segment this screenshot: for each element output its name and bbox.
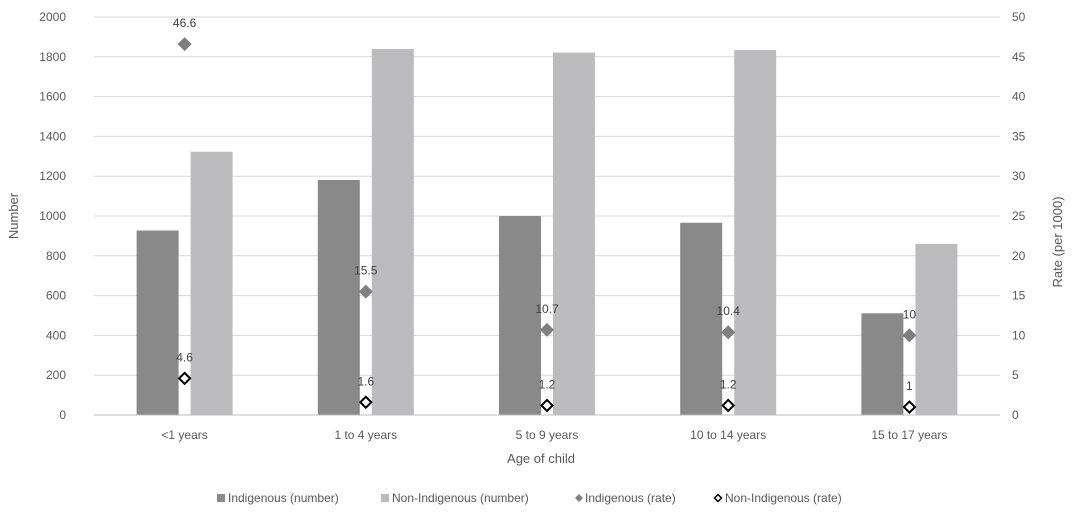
legend-item-indigenous-rate: Indigenous (rate) (575, 491, 676, 505)
y2-tick-label: 50 (1012, 10, 1026, 24)
rate-marker (177, 371, 192, 386)
bar (680, 222, 723, 415)
rate-marker (540, 322, 554, 337)
legend-label-non-indigenous-rate: Non-Indigenous (rate) (725, 491, 842, 505)
rate-marker (721, 398, 736, 413)
x-tick-label: 5 to 9 years (516, 428, 579, 442)
legend-label-indigenous-number: Indigenous (number) (228, 491, 339, 505)
legend-label-non-indigenous-number: Non-Indigenous (number) (392, 491, 529, 505)
y2-tick-label: 10 (1012, 328, 1026, 342)
y-tick-label: 200 (46, 368, 66, 382)
data-label: 15.5 (354, 264, 378, 278)
legend-item-non-indigenous-rate: Non-Indigenous (rate) (713, 491, 842, 505)
y-axis-ticks: 0 200 400 600 800 1000 1200 1400 1600 1800 2000 (39, 10, 66, 422)
legend-swatch-indigenous-number (217, 494, 225, 502)
bar (553, 52, 595, 415)
legend-marker-indigenous-rate (575, 494, 583, 502)
y-axis-title: Number (6, 192, 21, 239)
data-label: 1 (906, 379, 913, 393)
bar (190, 151, 233, 415)
data-label: 4.6 (176, 350, 193, 364)
rate-marker (177, 37, 192, 52)
y-tick-label: 400 (46, 328, 66, 342)
y-tick-label: 800 (46, 249, 66, 263)
y2-tick-label: 25 (1012, 209, 1026, 223)
rate-marker (902, 400, 917, 414)
y2-tick-label: 20 (1012, 249, 1026, 263)
rate-marker (358, 395, 373, 410)
x-tick-label: <1 years (161, 428, 207, 442)
data-label: 1.2 (539, 377, 556, 391)
data-labels: 46.6 15.5 10.7 10.4 10 4.6 1.6 1.2 1.2 1 (173, 16, 916, 393)
legend-marker-non-indigenous-rate (713, 493, 723, 503)
y2-tick-label: 40 (1012, 90, 1026, 104)
legend-label-indigenous-rate: Indigenous (rate) (585, 491, 676, 505)
bar (317, 179, 360, 415)
legend-swatch-non-indigenous-number (381, 494, 389, 502)
bar (861, 313, 904, 415)
y2-axis-ticks: 0 5 10 15 20 25 30 35 40 45 50 (1012, 10, 1026, 422)
data-label: 10 (903, 307, 917, 321)
x-axis-title: Age of child (507, 451, 575, 466)
y-tick-label: 1800 (39, 50, 66, 64)
bar (915, 243, 958, 415)
y2-tick-label: 45 (1012, 50, 1026, 64)
y-tick-label: 600 (46, 289, 66, 303)
rate-marker (721, 325, 736, 340)
gridlines (94, 16, 1000, 376)
bars (136, 49, 958, 416)
rate-marker (358, 284, 373, 299)
data-label: 1.2 (720, 377, 737, 391)
y-tick-label: 1400 (39, 129, 66, 143)
rate-marker (902, 328, 917, 343)
bar (136, 230, 179, 415)
bar (371, 49, 414, 415)
y-tick-label: 0 (59, 408, 66, 422)
y-tick-label: 1000 (39, 209, 66, 223)
legend-item-indigenous-number: Indigenous (number) (217, 491, 339, 505)
rate-markers (177, 37, 917, 414)
x-axis-ticks: <1 years 1 to 4 years 5 to 9 years 10 to 14… (161, 428, 947, 442)
y-tick-label: 1200 (39, 169, 66, 183)
y2-axis-title: Rate (per 1000) (1050, 196, 1065, 287)
data-label: 10.4 (717, 304, 741, 318)
y2-tick-label: 30 (1012, 169, 1026, 183)
bar (734, 50, 777, 416)
rate-marker (540, 398, 554, 413)
x-tick-label: 10 to 14 years (690, 428, 766, 442)
y2-tick-label: 35 (1012, 129, 1026, 143)
data-label: 10.7 (535, 302, 559, 316)
legend-item-non-indigenous-number: Non-Indigenous (number) (381, 491, 529, 505)
bar (499, 216, 541, 415)
data-label: 46.6 (173, 16, 197, 30)
y-tick-label: 2000 (39, 10, 66, 24)
data-label: 1.6 (357, 374, 374, 388)
y2-tick-label: 5 (1012, 368, 1019, 382)
y-tick-label: 1600 (39, 90, 66, 104)
y2-tick-label: 15 (1012, 289, 1026, 303)
x-tick-label: 15 to 17 years (871, 428, 947, 442)
legend: Indigenous (number) Non-Indigenous (numb… (217, 491, 842, 505)
x-tick-label: 1 to 4 years (334, 428, 397, 442)
y2-tick-label: 0 (1012, 408, 1019, 422)
